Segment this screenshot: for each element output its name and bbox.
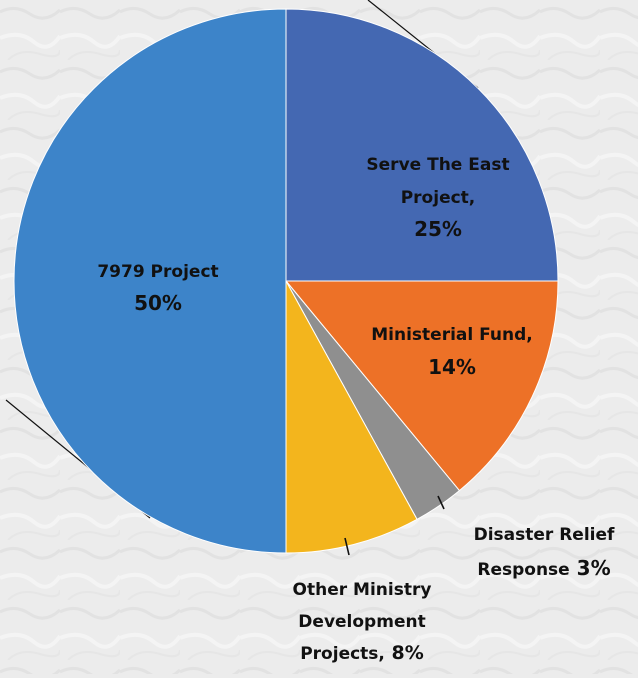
slice-label-other-ministry-development-projects: Other Ministry Development Projects, 8% <box>293 580 432 664</box>
slice-percent-label: 25% <box>414 217 462 241</box>
leader-lines <box>344 495 445 556</box>
pie-slice-ministerial-fund <box>284 280 559 492</box>
slice-labels: Serve The East Project, 25% Ministerial Fun… <box>97 155 615 664</box>
slice-label-disaster-relief-response: Disaster Relief Response 3% <box>474 525 615 580</box>
leader-line <box>344 537 350 556</box>
slice-percent-label: 14% <box>428 355 476 379</box>
slice-percent-label: 8% <box>385 642 424 664</box>
slice-label-7979-project: 7979 Project 50% <box>97 262 218 315</box>
slice-percent-label: 50% <box>134 291 182 315</box>
pie-slice-other-ministry-development-projects <box>285 280 418 554</box>
leader-line <box>437 495 445 510</box>
slice-percent-label: 3% <box>570 556 611 580</box>
slice-label-serve-the-east-project: Serve The East Project, 25% <box>366 155 509 241</box>
pie-slice-7979-project <box>13 8 287 554</box>
pie-slice-serve-the-east-project <box>285 8 559 282</box>
slice-label-ministerial-fund: Ministerial Fund, 14% <box>371 325 532 379</box>
pie-slices <box>13 8 559 554</box>
